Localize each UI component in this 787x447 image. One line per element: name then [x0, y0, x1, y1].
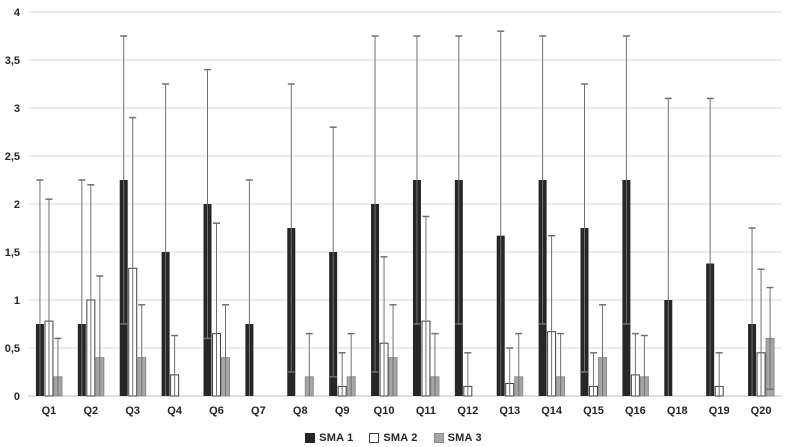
legend-label-sma2: SMA 2 [383, 432, 418, 444]
y-axis-tick-label: 4 [14, 7, 21, 19]
x-axis-tick-label: Q6 [209, 405, 224, 417]
sma3-swatch-icon [433, 433, 444, 443]
x-axis-tick-label: Q4 [167, 405, 183, 417]
x-axis-tick-label: Q12 [457, 405, 478, 417]
legend-item-sma2: SMA 2 [369, 432, 417, 444]
x-axis-tick-label: Q10 [374, 405, 395, 417]
y-axis-tick-label: 3,5 [5, 55, 20, 67]
sma1-swatch-icon [305, 433, 316, 443]
x-axis-tick-label: Q3 [125, 405, 140, 417]
y-axis-tick-label: 1,5 [5, 247, 20, 259]
sma2-swatch-icon [369, 433, 380, 443]
x-axis-tick-label: Q2 [83, 405, 98, 417]
y-axis-tick-label: 0 [14, 391, 20, 403]
y-axis-tick-label: 2,5 [5, 151, 20, 163]
x-axis-tick-label: Q16 [625, 405, 646, 417]
legend-item-sma3: SMA 3 [433, 432, 482, 444]
chart-legend: SMA 1 SMA 2 SMA 3 [0, 432, 787, 444]
x-axis-tick-label: Q18 [667, 405, 688, 417]
legend-label-sma3: SMA 3 [447, 432, 482, 444]
legend-item-sma1: SMA 1 [305, 432, 353, 444]
legend-label-sma1: SMA 1 [319, 432, 354, 444]
y-axis-tick-label: 2 [14, 199, 20, 211]
x-axis-tick-label: Q9 [335, 405, 350, 417]
x-axis-tick-label: Q7 [251, 405, 266, 417]
x-axis-tick-label: Q15 [583, 405, 604, 417]
x-axis-tick-label: Q14 [541, 405, 563, 417]
x-axis-tick-label: Q8 [293, 405, 308, 417]
x-axis-tick-label: Q1 [42, 405, 57, 417]
x-axis-tick-label: Q20 [751, 405, 772, 417]
y-axis-tick-label: 1 [14, 295, 20, 307]
x-axis-tick-label: Q19 [709, 405, 730, 417]
x-axis-tick-label: Q11 [416, 405, 436, 417]
x-axis-tick-label: Q13 [499, 405, 520, 417]
y-axis-tick-label: 3 [14, 103, 20, 115]
y-axis-tick-label: 0,5 [5, 343, 20, 355]
